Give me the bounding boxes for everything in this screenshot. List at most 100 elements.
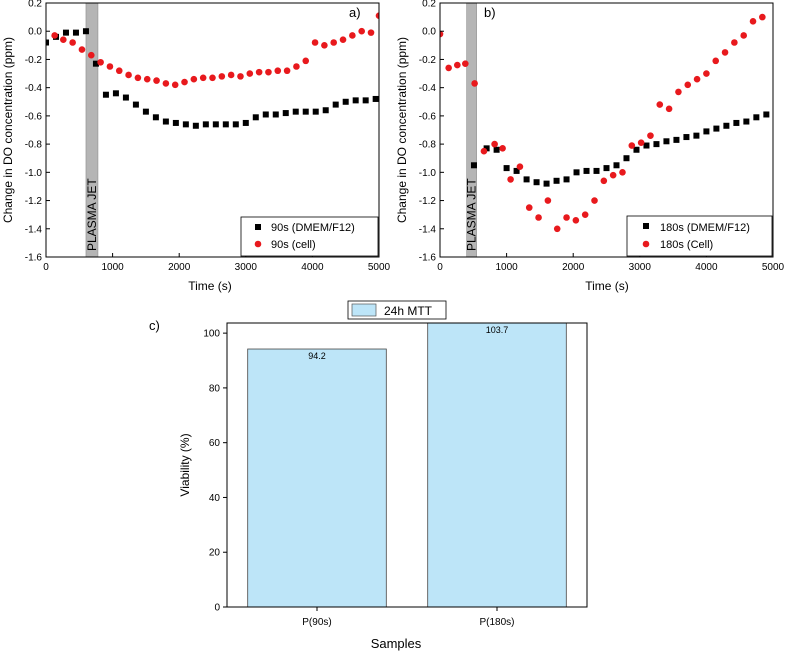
data-point-square [593, 167, 600, 174]
data-point-square [633, 146, 640, 153]
data-point-circle [581, 211, 589, 218]
data-point-circle [535, 214, 542, 221]
data-point-circle [525, 204, 533, 211]
data-point-square [683, 134, 690, 141]
data-point-square [713, 125, 720, 132]
data-point-circle [106, 63, 114, 70]
panel-b-chart: PLASMA JET 0 1000 2000 3000 4000 5000 -1.6 -1.4… [395, 0, 785, 293]
x-tick-label: P(180s) [479, 617, 514, 628]
x-tick-label: 5000 [762, 262, 785, 273]
y-axis-title: Change in DO concentration (ppm) [395, 37, 409, 223]
data-point-circle [358, 27, 365, 35]
y-tick-label: 0.0 [28, 27, 42, 38]
data-point-square [332, 101, 339, 108]
data-point-square [573, 169, 580, 176]
x-tick-label: 4000 [695, 262, 718, 273]
x-tick-label: 2000 [562, 262, 585, 273]
data-point-square [723, 122, 730, 129]
data-point-circle [665, 105, 673, 113]
bar [247, 348, 387, 608]
data-point-circle [440, 30, 444, 38]
y-tick-label: 40 [209, 493, 221, 504]
data-point-square [302, 108, 309, 115]
data-point-circle [591, 197, 598, 204]
data-point-square [202, 121, 209, 128]
legend-square-marker [643, 223, 649, 229]
y-tick-label: 0.2 [422, 0, 436, 10]
data-point-circle [375, 12, 379, 19]
data-point-square [162, 118, 169, 125]
plot-area-frame [439, 2, 774, 258]
data-point-circle [274, 67, 282, 75]
data-point-circle [600, 177, 608, 185]
legend: 24h MTT [347, 300, 447, 320]
x-axis-title: Samples [371, 636, 422, 651]
y-tick-label: -0.8 [25, 140, 43, 151]
data-point-square [470, 162, 477, 169]
data-point-square [82, 28, 89, 35]
data-point-square [262, 111, 269, 118]
y-tick-label: -1.0 [419, 168, 437, 179]
data-point-circle [330, 39, 338, 46]
legend-circle-marker [642, 240, 650, 248]
plasma-jet-label: PLASMA JET [85, 178, 99, 251]
data-point-circle [255, 68, 263, 76]
data-point-square [152, 114, 159, 121]
data-point-circle [553, 225, 561, 233]
data-point-circle [227, 71, 235, 79]
data-point-square [673, 136, 680, 143]
data-point-circle [293, 63, 300, 70]
x-axis-title: Time (s) [188, 279, 232, 293]
x-tick-label: 0 [43, 262, 49, 273]
data-point-circle [199, 74, 207, 82]
data-point-square [583, 167, 590, 174]
data-point-circle [684, 81, 692, 89]
panel-label: a) [349, 5, 361, 20]
data-point-circle [349, 32, 356, 39]
bar-value-label: 94.2 [308, 351, 326, 361]
x-tick-label: 1000 [101, 262, 124, 273]
y-tick-label: -1.6 [419, 253, 437, 264]
data-point-circle [749, 18, 757, 25]
data-point-circle [471, 80, 478, 87]
data-point-square [613, 162, 620, 169]
data-point-square [753, 114, 760, 121]
data-point-circle [209, 74, 216, 82]
y-tick-label: -1.4 [419, 224, 437, 235]
data-point-square [543, 180, 550, 187]
data-point-circle [69, 39, 76, 46]
legend: 90s (DMEM/F12) 90s (cell) [240, 216, 379, 257]
legend-label: 90s (cell) [271, 239, 316, 251]
bar [427, 322, 567, 608]
data-point-circle [656, 101, 664, 108]
bar-value-label: 103.7 [486, 325, 509, 335]
data-point-square [372, 95, 379, 102]
y-tick-label: -1.2 [25, 196, 43, 207]
data-point-circle [544, 197, 552, 204]
data-point-circle [675, 88, 682, 96]
data-point-square [322, 107, 329, 114]
y-tick-label: 60 [209, 438, 221, 449]
data-point-circle [740, 32, 747, 39]
y-tick-label: -0.2 [419, 55, 437, 66]
x-tick-label: 0 [437, 262, 443, 273]
data-point-circle [516, 163, 524, 170]
data-point-circle [480, 147, 488, 155]
data-point-circle [237, 73, 244, 80]
data-point-circle [60, 36, 67, 43]
y-axis-title: Change in DO concentration (ppm) [1, 37, 15, 223]
y-tick-label: -0.6 [25, 111, 43, 122]
data-point-square [312, 108, 319, 115]
data-point-square [653, 141, 660, 148]
data-point-circle [311, 39, 319, 46]
data-point-circle [153, 77, 160, 84]
x-tick-label: 4000 [301, 262, 324, 273]
data-point-square [513, 167, 520, 174]
data-point-square [132, 101, 139, 108]
data-point-circle [367, 29, 375, 36]
data-point-circle [609, 171, 617, 179]
data-point-circle [302, 57, 310, 65]
data-point-circle [499, 145, 506, 152]
data-point-circle [563, 214, 570, 221]
data-point-circle [115, 67, 123, 75]
